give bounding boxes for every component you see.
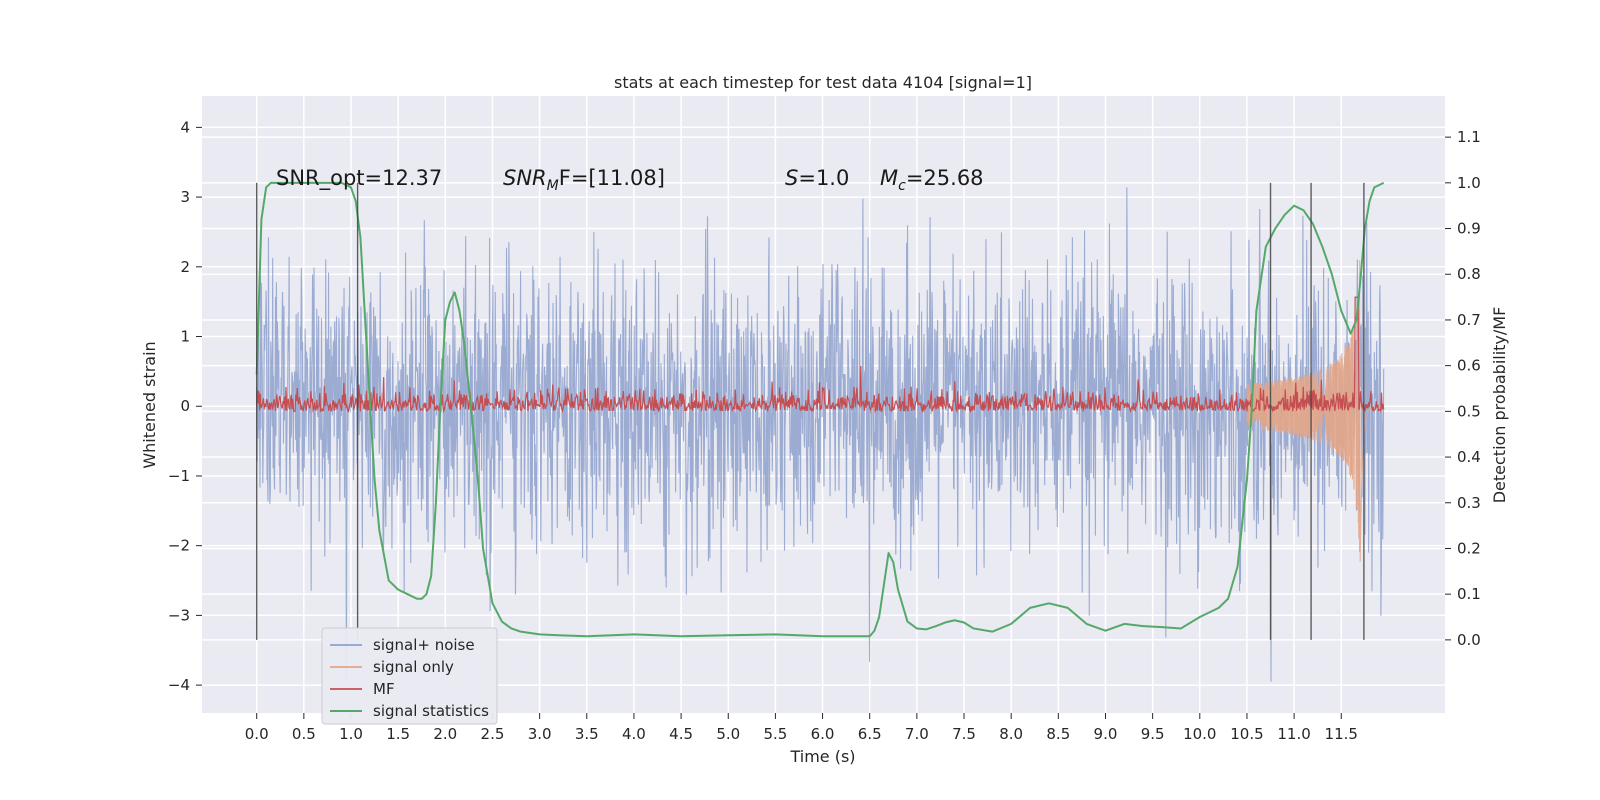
x-tick-label: 11.5 bbox=[1325, 725, 1358, 743]
legend: signal+ noise signal only MF signal statist… bbox=[321, 627, 498, 725]
y2-tick-label: 0.0 bbox=[1457, 631, 1481, 649]
x-tick-label: 4.5 bbox=[669, 725, 693, 743]
y2-tick-label: 0.3 bbox=[1457, 494, 1481, 512]
x-tick-label: 5.0 bbox=[716, 725, 740, 743]
right-axis-ticks: 1.1 1.0 0.9 0.8 0.7 0.6 0.5 0.4 0.3 0.2 0.1 0.0 bbox=[1445, 128, 1481, 649]
y-tick-label: 2 bbox=[180, 258, 190, 276]
x-tick-label: 8.0 bbox=[999, 725, 1023, 743]
y2-tick-label: 0.8 bbox=[1457, 265, 1481, 283]
annotation-s-main: S bbox=[785, 166, 798, 190]
y-tick-label: 0 bbox=[180, 397, 190, 415]
x-tick-label: 2.0 bbox=[433, 725, 457, 743]
annotations: SNR_opt=12.37 SNRMF=[11.08] S=1.0 Mc=25.… bbox=[276, 166, 984, 194]
legend-label: signal statistics bbox=[373, 702, 489, 720]
y-tick-label: 1 bbox=[180, 328, 190, 346]
annotation-s: S=1.0 bbox=[785, 166, 849, 190]
x-axis-ticks: 0.0 0.5 1.0 1.5 2.0 2.5 3.0 3.5 4.0 4.5 5.0 5.5 6.0 6… bbox=[245, 713, 1358, 743]
legend-label: signal+ noise bbox=[373, 636, 475, 654]
annotation-mc: Mc=25.68 bbox=[880, 166, 984, 194]
series-signal-only bbox=[1246, 260, 1384, 562]
y2-tick-label: 1.1 bbox=[1457, 128, 1481, 146]
legend-entry: signal only bbox=[330, 658, 454, 676]
x-tick-label: 10.5 bbox=[1230, 725, 1263, 743]
y2-tick-label: 1.0 bbox=[1457, 174, 1481, 192]
legend-entry: MF bbox=[330, 680, 395, 698]
annotation-snr-mf-rest: F=[11.08] bbox=[559, 166, 665, 190]
legend-box bbox=[321, 627, 498, 725]
y-tick-label: −3 bbox=[168, 606, 190, 624]
x-tick-label: 3.5 bbox=[575, 725, 599, 743]
x-tick-label: 8.5 bbox=[1046, 725, 1070, 743]
annotation-snr-opt: SNR_opt=12.37 bbox=[276, 166, 442, 191]
annotation-s-rest: =1.0 bbox=[798, 166, 849, 190]
x-tick-label: 1.0 bbox=[339, 725, 363, 743]
y-tick-label: 3 bbox=[180, 188, 190, 206]
x-tick-label: 10.0 bbox=[1183, 725, 1216, 743]
y-tick-label: −1 bbox=[168, 467, 190, 485]
y2-tick-label: 0.7 bbox=[1457, 311, 1481, 329]
y2-axis-label: Detection probability/MF bbox=[1490, 307, 1509, 504]
annotation-snr-mf: SNRMF=[11.08] bbox=[503, 166, 665, 194]
x-axis-label: Time (s) bbox=[789, 747, 855, 766]
y2-tick-label: 0.2 bbox=[1457, 539, 1481, 557]
markers-layer bbox=[255, 182, 1365, 640]
y2-tick-label: 0.4 bbox=[1457, 448, 1481, 466]
legend-entry: signal+ noise bbox=[330, 636, 475, 654]
y2-tick-label: 0.5 bbox=[1457, 402, 1481, 420]
series-signal-noise bbox=[256, 187, 1385, 682]
annotation-mc-main: M bbox=[880, 166, 898, 190]
x-tick-label: 11.0 bbox=[1277, 725, 1310, 743]
x-tick-label: 0.0 bbox=[245, 725, 269, 743]
x-tick-label: 5.5 bbox=[763, 725, 787, 743]
annotation-mc-sub: c bbox=[898, 178, 906, 194]
legend-label: MF bbox=[373, 680, 395, 698]
series-mf bbox=[256, 296, 1385, 414]
x-tick-label: 9.0 bbox=[1094, 725, 1118, 743]
annotation-mc-rest: =25.68 bbox=[906, 166, 984, 190]
y2-tick-label: 0.1 bbox=[1457, 585, 1481, 603]
annotation-snr-mf-main: SNR bbox=[503, 166, 547, 190]
y-axis-label: Whitened strain bbox=[140, 341, 159, 468]
x-tick-label: 6.5 bbox=[858, 725, 882, 743]
x-tick-label: 3.0 bbox=[528, 725, 552, 743]
left-axis-ticks: 4 3 2 1 0 −1 −2 −3 −4 bbox=[168, 118, 202, 694]
y2-tick-label: 0.9 bbox=[1457, 220, 1481, 238]
annotation-snr-mf-sub: M bbox=[547, 178, 559, 194]
legend-label: signal only bbox=[373, 658, 454, 676]
x-tick-label: 6.0 bbox=[811, 725, 835, 743]
y2-tick-label: 0.6 bbox=[1457, 357, 1481, 375]
x-tick-label: 1.5 bbox=[386, 725, 410, 743]
x-tick-label: 7.5 bbox=[952, 725, 976, 743]
y-tick-label: 4 bbox=[180, 118, 190, 136]
x-tick-label: 7.0 bbox=[905, 725, 929, 743]
y-tick-label: −4 bbox=[168, 676, 190, 694]
y-tick-label: −2 bbox=[168, 537, 190, 555]
x-tick-label: 9.5 bbox=[1141, 725, 1165, 743]
x-tick-label: 0.5 bbox=[292, 725, 316, 743]
x-tick-label: 4.0 bbox=[622, 725, 646, 743]
series-layer bbox=[255, 181, 1385, 682]
chart-title: stats at each timestep for test data 410… bbox=[614, 73, 1032, 92]
x-tick-label: 2.5 bbox=[481, 725, 505, 743]
legend-entry: signal statistics bbox=[330, 702, 489, 720]
series-signal-statistics bbox=[255, 181, 1385, 638]
